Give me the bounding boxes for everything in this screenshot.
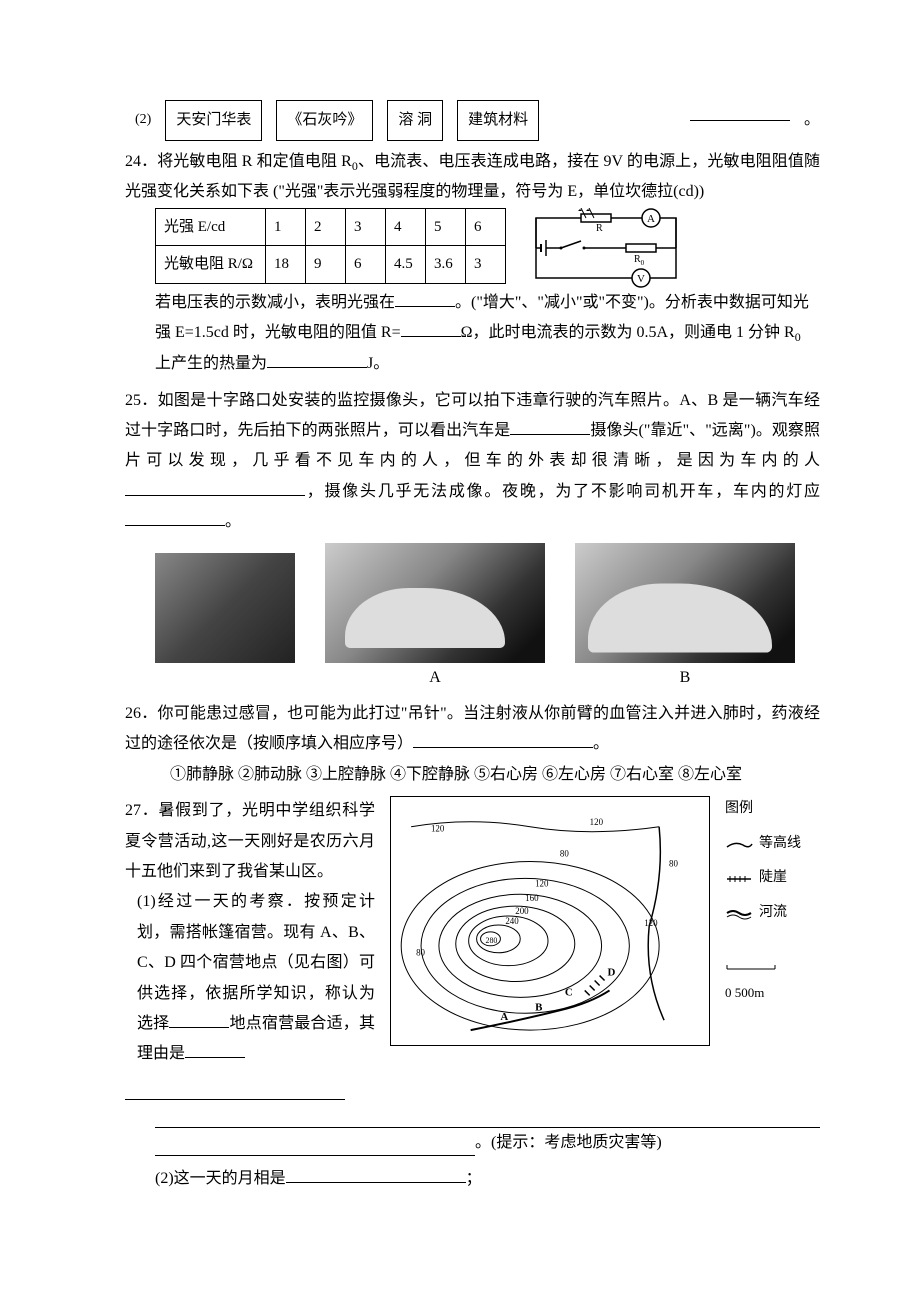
q27-left-text: 27．暑假到了，光明中学组织科学夏令营活动,这一天刚好是农历六月十五他们来到了我…	[125, 796, 375, 1100]
svg-text:120: 120	[644, 918, 658, 928]
svg-text:D: D	[608, 967, 616, 979]
svg-text:A: A	[647, 213, 655, 225]
svg-text:160: 160	[525, 893, 539, 903]
svg-text:240: 240	[505, 916, 519, 926]
svg-text:80: 80	[560, 849, 569, 859]
svg-text:R: R	[596, 223, 603, 234]
q24-followup: 若电压表的示数减小，表明光强在。("增大"、"减小"或"不变")。分析表中数据可…	[155, 288, 820, 380]
svg-text:120: 120	[535, 878, 549, 888]
svg-text:80: 80	[416, 948, 425, 958]
q26-question: 26．你可能患过感冒，也可能为此打过"吊针"。当注射液从你前臂的血管注入并进入肺…	[125, 699, 820, 760]
q25-question: 25．如图是十字路口处安装的监控摄像头，它可以拍下违章行驶的汽车照片。A、B 是…	[125, 386, 820, 538]
q25-img-car-a: A	[325, 543, 545, 693]
q24-table: 光强 E/cd 1 2 3 4 5 6 光敏电阻 R/Ω 18 9 6 4.5 …	[155, 208, 506, 284]
svg-text:B: B	[535, 1001, 542, 1013]
q24-question: 24．将光敏电阻 R 和定值电阻 R0、电流表、电压表连成电路，接在 9V 的电…	[125, 147, 820, 208]
q26-options: ①肺静脉 ②肺动脉 ③上腔静脉 ④下腔静脉 ⑤右心房 ⑥左心房 ⑦右心室 ⑧左心…	[170, 760, 820, 790]
q25-img-car-b: B	[575, 543, 795, 693]
q27-legend: 图例 等高线 陡崖 河流 0 500m	[725, 796, 815, 1006]
q27-hint-line: 。(提示：考虑地质灾害等)	[155, 1128, 820, 1158]
q27-part2: (2)这一天的月相是；	[155, 1164, 820, 1194]
q23-box-4: 建筑材料	[457, 100, 539, 141]
q23-blank	[690, 120, 790, 121]
svg-text:280: 280	[486, 936, 498, 945]
svg-text:A: A	[500, 1011, 508, 1023]
q27-map: 120 120 80 80 80 120 160 200 240 280 A B…	[390, 796, 710, 1046]
q24-circuit-diagram: R A R0 V	[526, 208, 686, 288]
svg-text:120: 120	[590, 817, 604, 827]
svg-text:80: 80	[669, 859, 678, 869]
q23-box-3: 溶 洞	[387, 100, 443, 141]
q27-blank-line-1	[155, 1100, 820, 1128]
svg-text:V: V	[637, 273, 645, 285]
svg-text:C: C	[565, 987, 573, 999]
q23-box-1: 天安门华表	[165, 100, 262, 141]
svg-text:200: 200	[515, 906, 529, 916]
q25-img-camera	[155, 553, 295, 693]
svg-text:120: 120	[431, 824, 445, 834]
q23-box-2: 《石灰吟》	[276, 100, 373, 141]
svg-text:R0: R0	[634, 254, 645, 267]
q23-prefix: (2)	[135, 107, 151, 134]
